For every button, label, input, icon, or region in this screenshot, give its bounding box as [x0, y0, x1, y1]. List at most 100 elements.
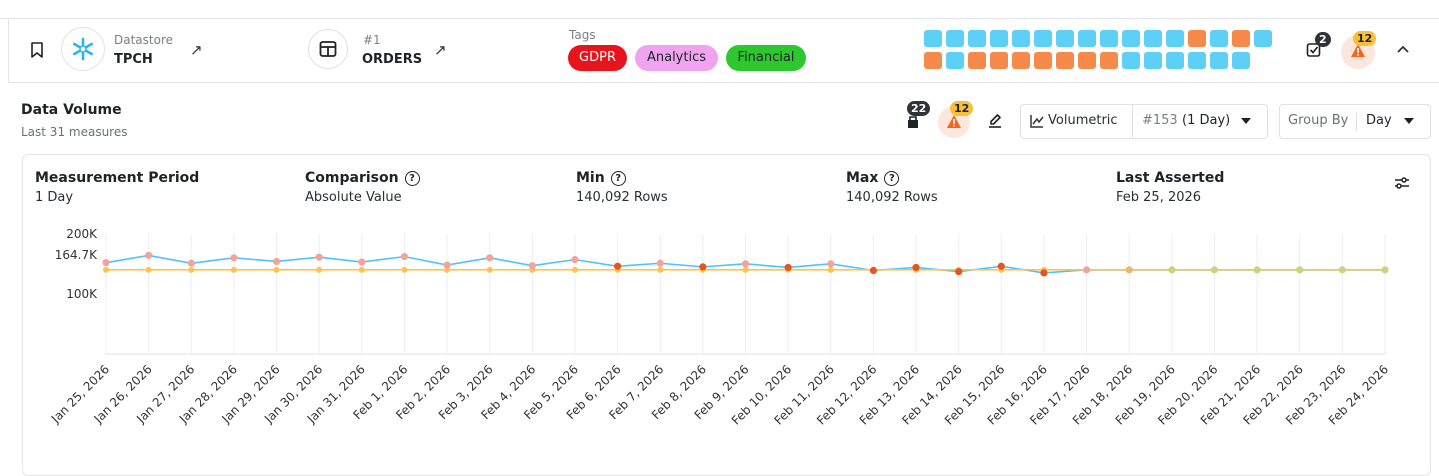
status-square[interactable] — [1210, 30, 1228, 47]
status-square[interactable] — [1144, 30, 1162, 47]
group-by-value: Day — [1366, 113, 1392, 128]
check-ref: #153 — [1142, 113, 1178, 128]
status-square[interactable] — [990, 52, 1008, 69]
actual-point — [614, 262, 622, 270]
expected-point — [358, 266, 365, 273]
status-square[interactable] — [968, 30, 986, 47]
tag-gdpr[interactable]: GDPR — [568, 45, 627, 71]
table-icon — [319, 41, 337, 57]
status-square[interactable] — [1078, 30, 1096, 47]
status-square[interactable] — [924, 52, 942, 69]
stat-value: 140,092 Rows — [846, 190, 938, 205]
status-square[interactable] — [1056, 30, 1074, 47]
actual-point — [528, 262, 536, 270]
bookmark-icon[interactable] — [30, 42, 44, 58]
stat-value: Absolute Value — [305, 190, 402, 205]
container-name[interactable]: ORDERS — [362, 52, 423, 67]
settings-sliders-icon[interactable] — [1394, 175, 1410, 191]
container-id: #1 — [363, 33, 381, 47]
actual-point — [1381, 266, 1389, 274]
checks-stack-icon[interactable] — [905, 114, 921, 130]
status-square[interactable] — [1166, 52, 1184, 69]
status-square[interactable] — [1188, 52, 1206, 69]
y-tick-label: 200K — [66, 227, 98, 241]
stat-label: Max — [846, 170, 879, 186]
actual-point — [1040, 269, 1048, 277]
status-square[interactable] — [1100, 52, 1118, 69]
section-checks-badge: 22 — [907, 101, 931, 116]
actual-point — [400, 253, 409, 261]
actual-point — [955, 268, 963, 276]
status-square[interactable] — [1012, 30, 1030, 47]
stat-value: 1 Day — [35, 190, 74, 205]
y-tick-label: 100K — [66, 287, 98, 301]
status-square[interactable] — [1232, 52, 1250, 69]
status-square[interactable] — [1056, 52, 1074, 69]
status-square[interactable] — [990, 30, 1008, 47]
status-square[interactable] — [1166, 30, 1184, 47]
actual-point — [1082, 266, 1091, 274]
status-square[interactable] — [1122, 30, 1140, 47]
stat-measurement-period: Measurement Period 1 Day — [35, 170, 199, 205]
stat-label: Last Asserted — [1116, 170, 1225, 186]
status-square[interactable] — [1254, 30, 1272, 47]
actual-point — [912, 263, 920, 272]
chevron-up-icon[interactable] — [1396, 44, 1410, 54]
status-square[interactable] — [946, 30, 964, 47]
status-square[interactable] — [1232, 30, 1250, 47]
status-square[interactable] — [1210, 52, 1228, 69]
actual-point — [102, 259, 110, 267]
checks-icon[interactable] — [1306, 42, 1322, 58]
group-by-label: Group By — [1288, 113, 1349, 128]
expected-point — [401, 266, 408, 273]
open-datastore-arrow-icon[interactable]: ↗ — [190, 41, 203, 59]
status-square[interactable] — [1034, 30, 1052, 47]
edit-icon[interactable] — [987, 113, 1003, 129]
container-header: Datastore TPCH ↗ #1 ORDERS ↗ Tags 2 12 G… — [8, 19, 1439, 83]
status-square[interactable] — [968, 52, 986, 69]
actual-point — [145, 251, 153, 260]
expected-point — [657, 266, 664, 273]
actual-point — [656, 259, 664, 267]
datastore-logo — [61, 27, 105, 71]
actual-point — [869, 266, 878, 275]
expected-point — [230, 266, 237, 273]
help-icon[interactable]: ? — [884, 170, 900, 186]
help-icon[interactable]: ? — [610, 170, 626, 186]
group-by-select[interactable]: Group By Day — [1279, 104, 1431, 139]
status-square[interactable] — [1034, 52, 1052, 69]
status-square[interactable] — [946, 52, 964, 69]
status-square[interactable] — [1078, 52, 1096, 69]
status-square[interactable] — [1100, 30, 1118, 47]
actual-point — [571, 256, 579, 264]
expected-point — [273, 266, 280, 273]
status-square[interactable] — [924, 30, 942, 47]
status-square[interactable] — [1122, 52, 1140, 69]
actual-point — [1168, 266, 1176, 274]
tag-analytics[interactable]: Analytics — [635, 45, 718, 71]
help-icon[interactable]: ? — [404, 170, 420, 186]
datastore-name[interactable]: TPCH — [114, 52, 153, 67]
actual-point — [1338, 266, 1346, 274]
actual-point — [1125, 266, 1133, 274]
tag-financial[interactable]: Financial — [726, 45, 806, 71]
actual-point — [1296, 266, 1304, 274]
select-divider — [1132, 105, 1133, 138]
status-square[interactable] — [1012, 52, 1030, 69]
open-container-arrow-icon[interactable]: ↗ — [434, 41, 447, 59]
warning-icon[interactable] — [1350, 43, 1366, 58]
section-warning-icon[interactable] — [946, 114, 962, 129]
section-title: Data Volume — [21, 102, 122, 118]
actual-point — [486, 254, 494, 262]
expected-point — [486, 266, 493, 273]
stat-label: Measurement Period — [35, 170, 200, 186]
check-period: (1 Day) — [1182, 113, 1231, 128]
y-tick-label: 164.7K — [55, 248, 98, 262]
actual-point — [230, 254, 238, 262]
status-square[interactable] — [1144, 52, 1162, 69]
volumetric-check-select[interactable]: Volumetric #153 (1 Day) — [1020, 104, 1268, 139]
status-square[interactable] — [1188, 30, 1206, 47]
caret-down-icon — [1404, 118, 1414, 124]
stat-max: Max? 140,092 Rows — [846, 170, 938, 205]
